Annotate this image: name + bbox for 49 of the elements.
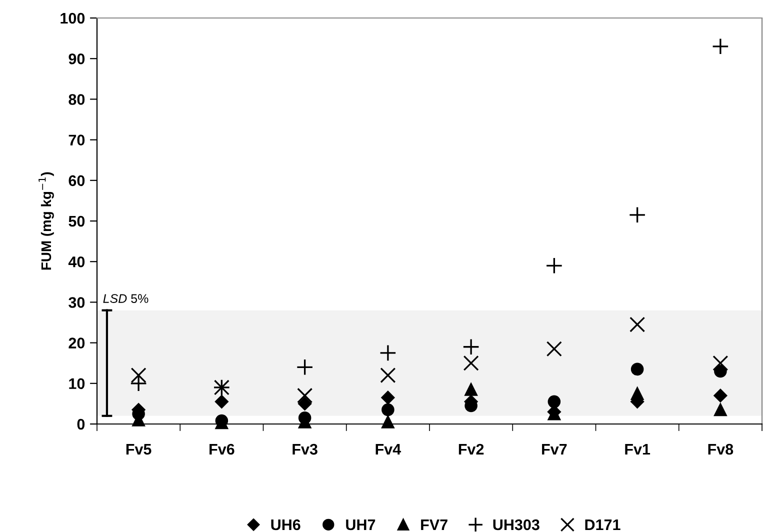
point xyxy=(297,388,313,404)
point xyxy=(548,395,561,408)
y-tick-label: 60 xyxy=(68,175,85,186)
y-tick-label: 30 xyxy=(68,297,85,308)
legend-label: FV7 xyxy=(421,520,448,530)
y-tick-label: 10 xyxy=(69,378,85,390)
x-tick-label: Fv2 xyxy=(458,444,484,455)
point xyxy=(381,390,395,404)
point xyxy=(382,403,394,416)
point xyxy=(714,403,727,416)
y-tick-label: 20 xyxy=(68,338,85,348)
y-axis-title: FUM (mg kg$^{−1}$) xyxy=(38,172,54,270)
point xyxy=(628,206,646,224)
y-tick-label: 80 xyxy=(68,94,85,105)
legend-label: D171 xyxy=(585,520,620,530)
x-tick-label: Fv1 xyxy=(625,444,650,455)
point xyxy=(380,368,396,384)
point xyxy=(546,257,563,274)
point xyxy=(546,341,562,357)
legend-label: UH303 xyxy=(493,519,540,530)
y-tick-label: 70 xyxy=(68,134,85,146)
x-tick-label: Fv8 xyxy=(708,444,734,455)
point xyxy=(630,316,646,332)
x-tick-label: Fv7 xyxy=(542,444,567,455)
point xyxy=(296,358,314,376)
point xyxy=(714,388,728,402)
x-tick-label: Fv4 xyxy=(376,444,402,455)
point xyxy=(298,396,312,410)
point xyxy=(379,344,396,362)
point xyxy=(464,383,478,396)
y-tick-label: 0 xyxy=(77,418,85,430)
point xyxy=(630,387,644,400)
y-tick-label: 50 xyxy=(68,216,85,227)
point xyxy=(630,362,644,376)
point xyxy=(712,38,729,55)
y-tick-label: 100 xyxy=(60,12,85,24)
x-tick-label: Fv3 xyxy=(292,444,318,455)
point xyxy=(712,355,728,371)
point xyxy=(462,338,480,356)
x-tick-label: Fv6 xyxy=(210,444,234,455)
legend-label: UH6 xyxy=(271,519,300,530)
point xyxy=(463,355,479,371)
x-tick-label: Fv5 xyxy=(126,444,152,455)
y-tick-label: 90 xyxy=(68,53,85,64)
band-label: LSD 5% xyxy=(103,294,148,303)
y-tick-label: 40 xyxy=(68,256,85,268)
point xyxy=(214,394,228,408)
legend-label: UH7 xyxy=(346,520,376,530)
point xyxy=(382,416,394,428)
